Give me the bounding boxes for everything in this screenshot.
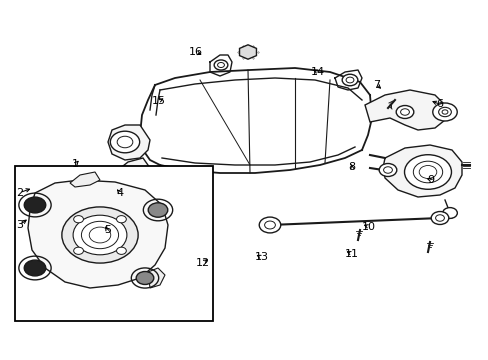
Circle shape [442, 208, 456, 219]
Circle shape [430, 212, 448, 225]
Text: 16: 16 [188, 47, 202, 57]
Text: 9: 9 [427, 175, 434, 185]
Circle shape [412, 161, 442, 183]
Text: 14: 14 [310, 67, 324, 77]
Polygon shape [28, 180, 168, 288]
Polygon shape [115, 158, 155, 195]
Circle shape [24, 260, 46, 276]
Circle shape [110, 131, 140, 153]
Circle shape [116, 216, 126, 223]
Polygon shape [239, 45, 256, 59]
Polygon shape [70, 172, 100, 187]
Text: 13: 13 [254, 252, 268, 262]
Polygon shape [364, 90, 447, 130]
Polygon shape [148, 268, 164, 288]
Circle shape [81, 221, 118, 249]
Circle shape [217, 63, 224, 68]
Circle shape [214, 60, 227, 70]
Polygon shape [382, 145, 461, 197]
Polygon shape [108, 125, 150, 160]
Text: 8: 8 [348, 162, 355, 172]
Text: 15: 15 [152, 96, 165, 106]
Circle shape [432, 103, 456, 121]
Circle shape [119, 170, 141, 186]
Text: 6: 6 [436, 99, 443, 109]
Circle shape [24, 197, 46, 213]
Circle shape [438, 107, 450, 117]
Text: 7: 7 [372, 80, 379, 90]
Text: 10: 10 [362, 222, 375, 232]
Circle shape [395, 105, 413, 118]
Text: 5: 5 [104, 225, 111, 235]
Circle shape [74, 247, 83, 255]
Text: 2: 2 [16, 188, 23, 198]
Circle shape [61, 207, 138, 263]
Circle shape [73, 215, 126, 255]
Circle shape [136, 271, 154, 284]
Text: 11: 11 [345, 249, 358, 259]
Circle shape [378, 163, 396, 176]
Circle shape [116, 247, 126, 255]
Circle shape [259, 217, 280, 233]
Bar [15, 166, 212, 321]
Text: 4: 4 [116, 188, 123, 198]
Circle shape [89, 227, 110, 243]
Circle shape [240, 46, 255, 58]
Text: 12: 12 [196, 258, 209, 268]
Text: 1: 1 [72, 159, 79, 169]
Text: 3: 3 [16, 220, 23, 230]
Circle shape [404, 155, 450, 189]
Circle shape [148, 203, 167, 217]
Circle shape [342, 74, 357, 86]
Circle shape [74, 216, 83, 223]
